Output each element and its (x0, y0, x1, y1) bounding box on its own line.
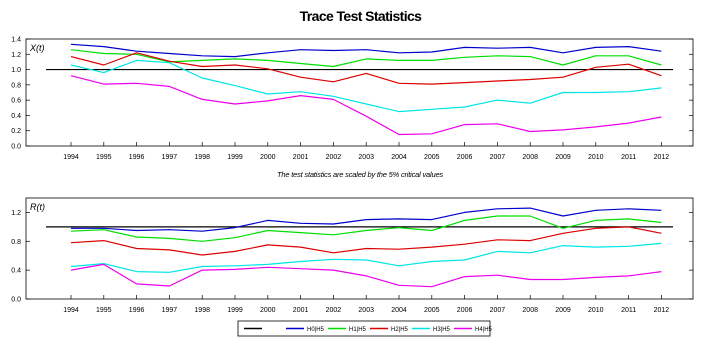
panel-2-xtick-label: 2010 (588, 307, 604, 314)
chart-title: Trace Test Statistics (299, 8, 422, 24)
panel-1-ytick-label: 0.0 (11, 144, 21, 151)
panel-2-xtick-label: 1994 (63, 307, 79, 314)
panel-2-xtick-label: 2012 (654, 307, 670, 314)
panel-2-ytick-label: 0.0 (11, 297, 21, 304)
legend-box (237, 320, 491, 337)
panel-1-xtick-label: 2005 (424, 154, 440, 161)
panel-1-ytick-label: 0.8 (11, 82, 21, 89)
panel-1-xtick-label: 1995 (96, 154, 112, 161)
panel-2-xtick-label: 2008 (522, 307, 538, 314)
panel-1-series-H1 (70, 49, 662, 68)
panel-1-series-H2 (70, 52, 662, 85)
panel-1-xtick-label: 2002 (326, 154, 342, 161)
panel-2-xtick-label: 2006 (457, 307, 473, 314)
panel-2-xtick-label: 2001 (293, 307, 309, 314)
panel-1-xtick-label: 2001 (293, 154, 309, 161)
panel-1-xtick-label: 2011 (621, 154, 636, 161)
panel-1-ytick-label: 0.4 (11, 113, 21, 120)
panel-2-xtick-label: 2000 (260, 307, 276, 314)
panel-1-ytick-label: 0.2 (11, 128, 21, 135)
panel-2-ytick-label: 0.8 (11, 239, 21, 246)
panel-1-xtick-label: 2008 (522, 154, 538, 161)
panel-2-series-H3 (70, 242, 662, 273)
panel-1-xtick-label: 1994 (63, 154, 79, 161)
panel-2-series-H1 (70, 215, 662, 242)
panel-2-series-H0 (71, 207, 662, 232)
panel-2-xtick-label: 2003 (358, 307, 374, 314)
legend-label-H1: H1|H5 (349, 327, 367, 333)
panel-2-xtick-label: 2002 (326, 307, 342, 314)
panel-1-xtick-label: 2010 (588, 154, 604, 161)
panel-2-xtick-label: 1998 (194, 307, 210, 314)
panel-2-xtick-label: 2004 (391, 307, 407, 314)
panel-1-xtick-label: 2012 (654, 154, 670, 161)
panel-2-xtick-label: 2011 (621, 307, 636, 314)
panel-1-series-H0 (70, 43, 662, 58)
panel-1-ytick-label: 0.6 (11, 98, 21, 105)
panel-1-ytick-label: 1.4 (11, 37, 21, 44)
panel-2-label: R(t) (30, 202, 45, 212)
legend-label-H0: H0|H5 (307, 327, 325, 333)
panel-2-ytick-label: 1.2 (11, 210, 21, 217)
panel-1-xtick-label: 2006 (457, 154, 473, 161)
panel-1-ytick-label: 1.0 (11, 67, 21, 74)
panel-1-ytick-label: 1.2 (11, 52, 21, 59)
panel-2-series-H4 (70, 263, 662, 288)
panel-2-series-H2 (70, 226, 662, 256)
panel-1-series-H3 (70, 59, 662, 113)
panel-1-xtick-label: 2009 (555, 154, 571, 161)
panel-2-xtick-label: 1999 (227, 307, 243, 314)
panel-1-series-H4 (70, 75, 662, 136)
panel-1-xtick-label: 2004 (391, 154, 407, 161)
panel-1-xtick-label: 1999 (227, 154, 243, 161)
panel-1-xtick-label: 2000 (260, 154, 276, 161)
panel-2-frame (25, 197, 694, 300)
chart-caption: The test statistics are scaled by the 5%… (277, 170, 443, 179)
panel-1-xtick-label: 1997 (162, 154, 178, 161)
panel-1-xtick-label: 1996 (129, 154, 145, 161)
legend-label-H4: H4|H5 (475, 327, 493, 333)
panel-2-ytick-label: 0.4 (11, 268, 21, 275)
panel-1-label: X(t) (29, 43, 45, 53)
panel-1-xtick-label: 1998 (194, 154, 210, 161)
legend-label-H3: H3|H5 (433, 327, 451, 333)
panel-2-xtick-label: 1995 (96, 307, 112, 314)
legend-label-H2: H2|H5 (391, 327, 409, 333)
panel-2-xtick-label: 1997 (162, 307, 178, 314)
panel-2-xtick-label: 2005 (424, 307, 440, 314)
panel-2-xtick-label: 2009 (555, 307, 571, 314)
panel-1-frame (25, 38, 694, 147)
panel-2-xtick-label: 2007 (490, 307, 506, 314)
panel-2-xtick-label: 1996 (129, 307, 145, 314)
panel-1-xtick-label: 2007 (490, 154, 506, 161)
panel-1-xtick-label: 2003 (358, 154, 374, 161)
